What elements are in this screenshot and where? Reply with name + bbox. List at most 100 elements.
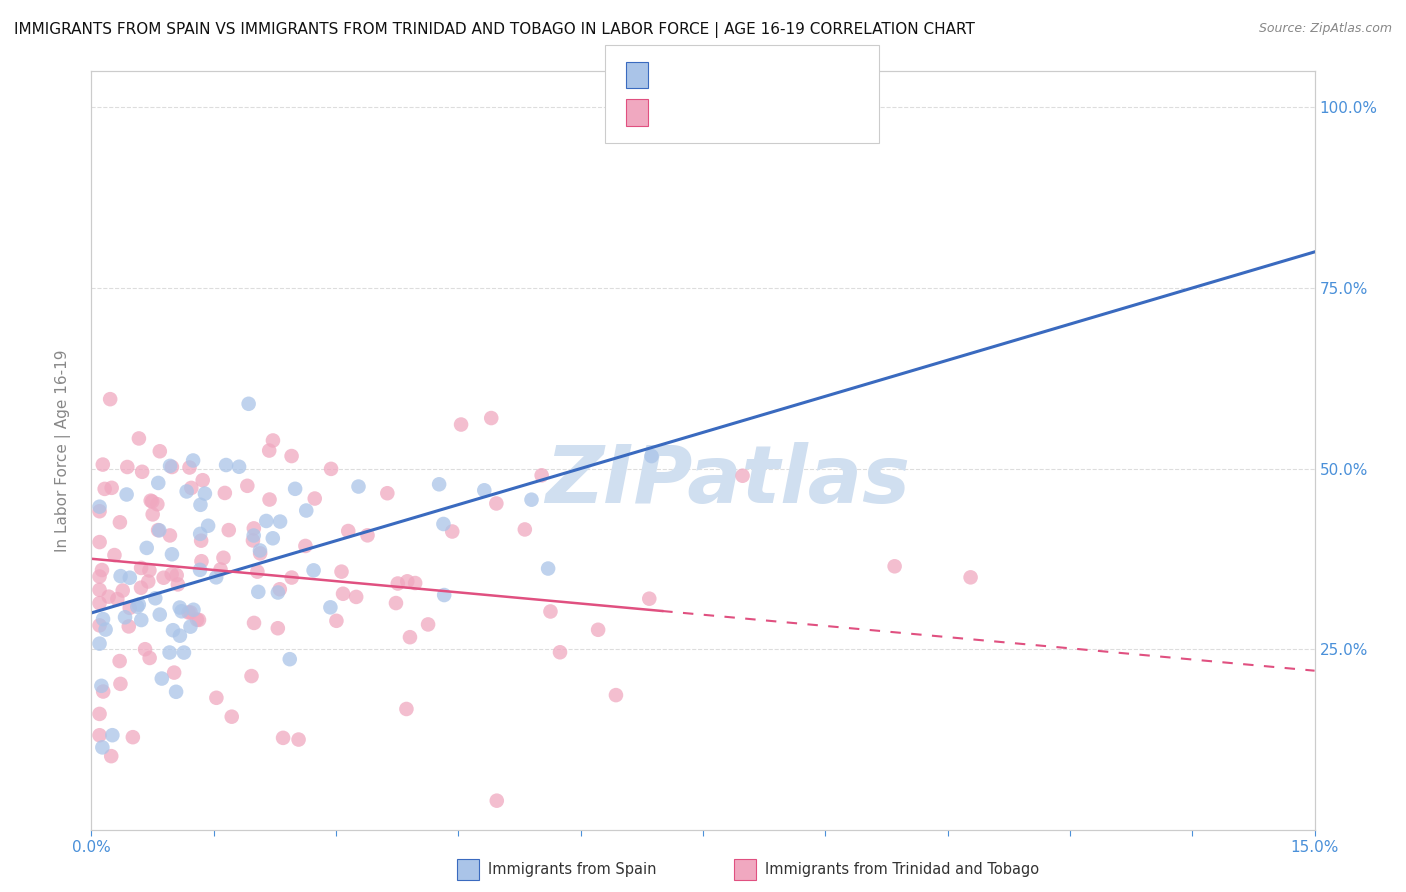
Point bbox=[441, 524, 464, 539]
Point bbox=[188, 563, 211, 577]
Point bbox=[959, 570, 981, 584]
Point bbox=[90, 679, 112, 693]
Point bbox=[356, 528, 378, 542]
Point bbox=[181, 453, 204, 467]
Point bbox=[110, 569, 132, 583]
Point bbox=[101, 728, 124, 742]
Point bbox=[387, 576, 409, 591]
Point bbox=[197, 518, 219, 533]
Point bbox=[530, 468, 553, 483]
Point bbox=[91, 684, 114, 698]
Point bbox=[640, 449, 662, 463]
Point bbox=[302, 563, 325, 577]
Point bbox=[118, 600, 141, 615]
Point bbox=[472, 483, 495, 498]
Point bbox=[100, 749, 122, 764]
Point bbox=[540, 605, 562, 619]
Point bbox=[243, 615, 266, 630]
Point bbox=[105, 592, 128, 607]
Point bbox=[114, 610, 136, 624]
Point bbox=[165, 685, 187, 699]
Point bbox=[89, 637, 111, 651]
Point bbox=[304, 491, 326, 506]
Point bbox=[162, 624, 184, 638]
Point bbox=[236, 479, 259, 493]
Point bbox=[100, 481, 122, 495]
Point bbox=[262, 434, 284, 448]
Point bbox=[128, 432, 150, 446]
Point bbox=[190, 533, 212, 548]
Point bbox=[385, 596, 408, 610]
Point bbox=[212, 550, 235, 565]
Point bbox=[141, 494, 163, 508]
Point bbox=[269, 582, 291, 597]
Point bbox=[117, 460, 139, 475]
Point bbox=[278, 652, 301, 666]
Point bbox=[143, 591, 166, 606]
Text: ZIPatlas: ZIPatlas bbox=[546, 442, 910, 520]
Point bbox=[247, 585, 270, 599]
Point bbox=[118, 571, 141, 585]
Point bbox=[103, 548, 125, 562]
Point bbox=[262, 531, 284, 545]
Point bbox=[194, 486, 217, 500]
Point bbox=[347, 479, 370, 493]
Point bbox=[485, 496, 508, 510]
Point bbox=[94, 623, 117, 637]
Point bbox=[180, 606, 202, 620]
Point bbox=[108, 654, 131, 668]
Point bbox=[89, 706, 111, 721]
Point bbox=[89, 618, 111, 632]
Point bbox=[396, 574, 419, 589]
Point bbox=[537, 561, 560, 575]
Point bbox=[91, 458, 114, 472]
Point bbox=[246, 565, 269, 579]
Point bbox=[395, 702, 418, 716]
Point bbox=[205, 690, 228, 705]
Point bbox=[159, 458, 181, 473]
Point bbox=[259, 492, 281, 507]
Point bbox=[257, 443, 280, 458]
Point bbox=[287, 732, 309, 747]
Point bbox=[215, 458, 238, 472]
Point bbox=[115, 487, 138, 501]
Point bbox=[97, 590, 120, 604]
Point bbox=[242, 528, 264, 542]
Point bbox=[160, 567, 183, 582]
Point bbox=[416, 617, 439, 632]
Point bbox=[129, 561, 152, 575]
Point bbox=[332, 587, 354, 601]
Point bbox=[108, 516, 131, 530]
Point bbox=[129, 613, 152, 627]
Point bbox=[111, 583, 134, 598]
Point bbox=[295, 503, 318, 517]
Point bbox=[267, 585, 290, 599]
Point bbox=[160, 547, 183, 561]
Point bbox=[240, 669, 263, 683]
Text: R =  0.403   N =  62: R = 0.403 N = 62 bbox=[658, 66, 825, 84]
Point bbox=[138, 651, 160, 665]
Point bbox=[520, 492, 543, 507]
Point bbox=[170, 604, 193, 618]
Text: Immigrants from Trinidad and Tobago: Immigrants from Trinidad and Tobago bbox=[765, 863, 1039, 877]
Point bbox=[139, 493, 162, 508]
Point bbox=[243, 521, 266, 535]
Point bbox=[319, 462, 342, 476]
Y-axis label: In Labor Force | Age 16-19: In Labor Force | Age 16-19 bbox=[55, 349, 70, 552]
Point bbox=[249, 543, 271, 558]
Point bbox=[205, 570, 228, 584]
Point bbox=[242, 533, 264, 548]
Point bbox=[150, 672, 173, 686]
Point bbox=[91, 740, 114, 755]
Point bbox=[169, 629, 191, 643]
Point bbox=[142, 508, 165, 522]
Point bbox=[179, 620, 201, 634]
Point bbox=[294, 539, 316, 553]
Point bbox=[121, 730, 143, 744]
Point bbox=[136, 574, 159, 589]
Point bbox=[149, 444, 172, 458]
Point bbox=[883, 559, 905, 574]
Point bbox=[186, 613, 208, 627]
Point bbox=[450, 417, 472, 432]
Point bbox=[127, 599, 149, 614]
